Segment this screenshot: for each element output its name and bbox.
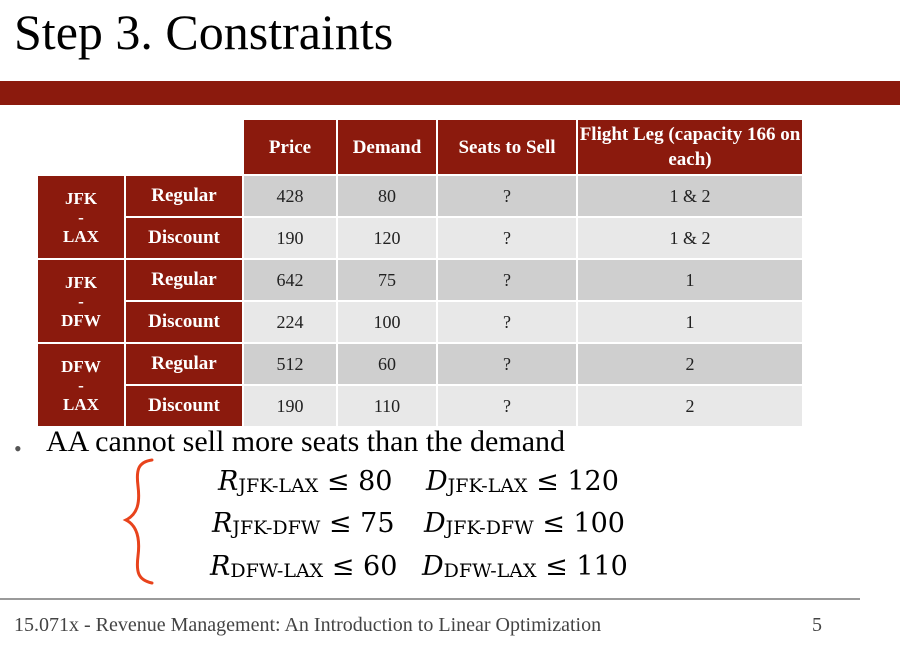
demand-cell: 80 bbox=[336, 174, 438, 218]
seats-cell: ? bbox=[436, 342, 578, 386]
constraint-r-dfw-lax: RDFW-LAX ≤ 60 bbox=[210, 551, 397, 587]
fare-table: Price Demand Seats to Sell Flight Leg (c… bbox=[36, 118, 804, 428]
demand-cell: 120 bbox=[336, 216, 438, 260]
price-cell: 428 bbox=[242, 174, 338, 218]
variable-subscript: JFK-DFW bbox=[445, 517, 534, 539]
title-accent-bar bbox=[0, 81, 900, 105]
variable-symbol: R bbox=[212, 508, 233, 539]
table-row: Discount 190 120 ? 1 & 2 bbox=[37, 216, 804, 260]
route-origin: JFK bbox=[64, 188, 98, 208]
constraint-d-dfw-lax: DDFW-LAX ≤ 110 bbox=[422, 551, 628, 587]
header-blank bbox=[36, 118, 126, 176]
leg-cell: 1 bbox=[576, 300, 804, 344]
demand-cell: 110 bbox=[336, 384, 438, 428]
price-cell: 512 bbox=[242, 342, 338, 386]
constraint-d-jfk-dfw: DJFK-DFW ≤ 100 bbox=[424, 508, 625, 544]
bound-value: 80 bbox=[358, 466, 393, 497]
fare-class: Discount bbox=[124, 384, 244, 428]
route-dash: - bbox=[78, 207, 84, 227]
seats-cell: ? bbox=[436, 174, 578, 218]
leg-cell: 1 & 2 bbox=[576, 216, 804, 260]
table-header-row: Price Demand Seats to Sell Flight Leg (c… bbox=[36, 118, 804, 176]
variable-subscript: DFW-LAX bbox=[230, 560, 324, 582]
seats-cell: ? bbox=[436, 300, 578, 344]
leq-symbol: ≤ bbox=[328, 508, 352, 539]
table-row: JFK - LAX Regular 428 80 ? 1 & 2 bbox=[36, 174, 804, 260]
footer-course-title: 15.071x - Revenue Management: An Introdu… bbox=[14, 614, 602, 636]
variable-subscript: JFK-LAX bbox=[238, 475, 319, 497]
route-origin: DFW bbox=[61, 356, 101, 376]
bound-value: 75 bbox=[360, 508, 395, 539]
variable-symbol: D bbox=[422, 551, 444, 582]
constraint-r-jfk-dfw: RJFK-DFW ≤ 75 bbox=[212, 508, 395, 544]
variable-subscript: JFK-LAX bbox=[447, 475, 528, 497]
leq-symbol: ≤ bbox=[536, 466, 559, 497]
variable-symbol: D bbox=[426, 466, 448, 497]
bound-value: 60 bbox=[363, 551, 398, 582]
leq-symbol: ≤ bbox=[326, 466, 350, 497]
leg-cell: 1 bbox=[576, 258, 804, 302]
demand-cell: 75 bbox=[336, 258, 438, 302]
price-cell: 190 bbox=[242, 216, 338, 260]
demand-cell: 60 bbox=[336, 342, 438, 386]
price-cell: 642 bbox=[242, 258, 338, 302]
bullet-icon: • bbox=[14, 436, 22, 461]
constraint-r-jfk-lax: RJFK-LAX ≤ 80 bbox=[218, 466, 392, 502]
table-row: Discount 190 110 ? 2 bbox=[37, 384, 804, 428]
bound-value: 120 bbox=[567, 466, 619, 497]
fare-class: Discount bbox=[124, 216, 244, 260]
price-cell: 224 bbox=[242, 300, 338, 344]
fare-class: Discount bbox=[124, 300, 244, 344]
header-seats-to-sell: Seats to Sell bbox=[436, 118, 578, 176]
table-row: JFK - DFW Regular 642 75 ? 1 bbox=[36, 258, 804, 344]
demand-cell: 100 bbox=[336, 300, 438, 344]
page-number: 5 bbox=[812, 614, 822, 636]
variable-symbol: R bbox=[210, 551, 231, 582]
fare-class: Regular bbox=[124, 342, 244, 386]
route-dash: - bbox=[78, 375, 84, 395]
bound-value: 110 bbox=[576, 551, 628, 582]
fare-class: Regular bbox=[124, 258, 244, 302]
route-dash: - bbox=[78, 291, 84, 311]
bullet-text: AA cannot sell more seats than the deman… bbox=[46, 425, 566, 458]
header-price: Price bbox=[242, 118, 338, 176]
seats-cell: ? bbox=[436, 384, 578, 428]
bound-value: 100 bbox=[573, 508, 625, 539]
header-demand: Demand bbox=[336, 118, 438, 176]
route-destination: DFW bbox=[61, 310, 101, 330]
route-origin: JFK bbox=[64, 272, 98, 292]
leq-symbol: ≤ bbox=[542, 508, 565, 539]
leq-symbol: ≤ bbox=[545, 551, 568, 582]
seats-cell: ? bbox=[436, 258, 578, 302]
variable-subscript: JFK-DFW bbox=[232, 517, 321, 539]
route-cell-dfw-lax: DFW - LAX bbox=[36, 342, 126, 428]
header-flight-leg: Flight Leg (capacity 166 on each) bbox=[576, 118, 804, 176]
leq-symbol: ≤ bbox=[331, 551, 355, 582]
leg-cell: 2 bbox=[576, 342, 804, 386]
route-cell-jfk-dfw: JFK - DFW bbox=[36, 258, 126, 344]
route-cell-jfk-lax: JFK - LAX bbox=[36, 174, 126, 260]
header-blank bbox=[124, 118, 244, 176]
leg-cell: 2 bbox=[576, 384, 804, 428]
footer-divider bbox=[0, 598, 860, 600]
seats-cell: ? bbox=[436, 216, 578, 260]
constraint-d-jfk-lax: DJFK-LAX ≤ 120 bbox=[426, 466, 619, 502]
route-destination: LAX bbox=[63, 394, 99, 414]
variable-symbol: D bbox=[424, 508, 446, 539]
slide-title: Step 3. Constraints bbox=[14, 4, 394, 60]
table-row: DFW - LAX Regular 512 60 ? 2 bbox=[36, 342, 804, 428]
route-destination: LAX bbox=[63, 226, 99, 246]
variable-symbol: R bbox=[218, 466, 239, 497]
price-cell: 190 bbox=[242, 384, 338, 428]
leg-cell: 1 & 2 bbox=[576, 174, 804, 218]
curly-brace-icon bbox=[122, 458, 154, 585]
table-row: Discount 224 100 ? 1 bbox=[37, 300, 804, 344]
fare-class: Regular bbox=[124, 174, 244, 218]
variable-subscript: DFW-LAX bbox=[443, 560, 537, 582]
